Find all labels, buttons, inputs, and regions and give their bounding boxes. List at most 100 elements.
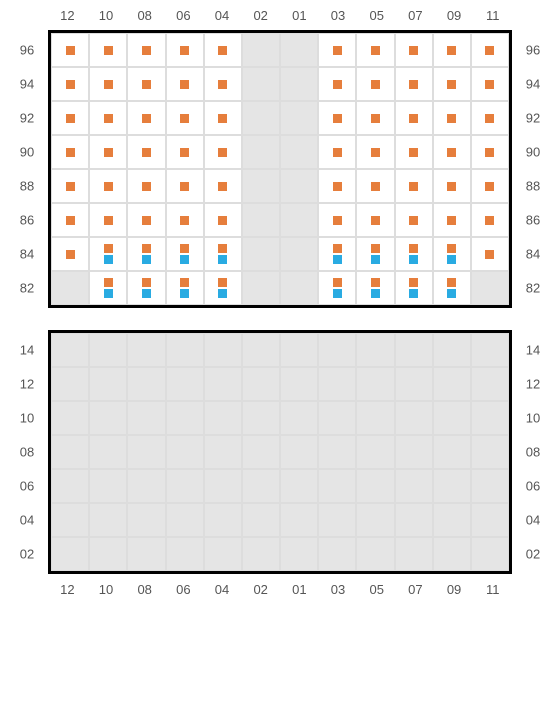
- slot-cell[interactable]: [318, 203, 356, 237]
- slot-cell[interactable]: [166, 203, 204, 237]
- slot-cell[interactable]: [471, 33, 509, 67]
- slot-cell[interactable]: [280, 537, 318, 571]
- slot-cell[interactable]: [204, 537, 242, 571]
- slot-cell[interactable]: [471, 503, 509, 537]
- slot-cell[interactable]: [51, 135, 89, 169]
- slot-cell[interactable]: [89, 33, 127, 67]
- slot-cell[interactable]: [89, 237, 127, 271]
- slot-cell[interactable]: [166, 237, 204, 271]
- slot-cell[interactable]: [471, 101, 509, 135]
- slot-cell[interactable]: [242, 135, 280, 169]
- slot-cell[interactable]: [433, 503, 471, 537]
- slot-cell[interactable]: [204, 203, 242, 237]
- slot-cell[interactable]: [471, 537, 509, 571]
- slot-cell[interactable]: [356, 135, 394, 169]
- slot-cell[interactable]: [242, 67, 280, 101]
- slot-cell[interactable]: [127, 67, 165, 101]
- slot-cell[interactable]: [127, 271, 165, 305]
- slot-cell[interactable]: [433, 537, 471, 571]
- slot-cell[interactable]: [471, 237, 509, 271]
- slot-cell[interactable]: [166, 271, 204, 305]
- slot-cell[interactable]: [318, 367, 356, 401]
- slot-cell[interactable]: [51, 169, 89, 203]
- slot-cell[interactable]: [51, 469, 89, 503]
- slot-cell[interactable]: [471, 67, 509, 101]
- slot-cell[interactable]: [433, 237, 471, 271]
- slot-cell[interactable]: [356, 237, 394, 271]
- slot-cell[interactable]: [127, 401, 165, 435]
- slot-cell[interactable]: [318, 333, 356, 367]
- slot-cell[interactable]: [127, 33, 165, 67]
- slot-cell[interactable]: [356, 67, 394, 101]
- slot-cell[interactable]: [89, 203, 127, 237]
- slot-cell[interactable]: [166, 367, 204, 401]
- slot-cell[interactable]: [433, 333, 471, 367]
- slot-cell[interactable]: [395, 271, 433, 305]
- slot-cell[interactable]: [89, 469, 127, 503]
- slot-cell[interactable]: [356, 333, 394, 367]
- slot-cell[interactable]: [242, 469, 280, 503]
- slot-cell[interactable]: [166, 401, 204, 435]
- slot-cell[interactable]: [204, 33, 242, 67]
- slot-cell[interactable]: [356, 503, 394, 537]
- slot-cell[interactable]: [242, 33, 280, 67]
- slot-cell[interactable]: [318, 135, 356, 169]
- slot-cell[interactable]: [242, 203, 280, 237]
- slot-cell[interactable]: [395, 33, 433, 67]
- slot-cell[interactable]: [433, 203, 471, 237]
- slot-cell[interactable]: [395, 67, 433, 101]
- slot-cell[interactable]: [242, 333, 280, 367]
- slot-cell[interactable]: [204, 169, 242, 203]
- slot-cell[interactable]: [471, 135, 509, 169]
- slot-cell[interactable]: [280, 503, 318, 537]
- slot-cell[interactable]: [127, 469, 165, 503]
- slot-cell[interactable]: [280, 469, 318, 503]
- slot-cell[interactable]: [166, 169, 204, 203]
- slot-cell[interactable]: [204, 237, 242, 271]
- slot-cell[interactable]: [127, 101, 165, 135]
- slot-cell[interactable]: [127, 333, 165, 367]
- slot-cell[interactable]: [318, 469, 356, 503]
- slot-cell[interactable]: [51, 33, 89, 67]
- slot-cell[interactable]: [471, 169, 509, 203]
- slot-cell[interactable]: [127, 203, 165, 237]
- slot-cell[interactable]: [395, 401, 433, 435]
- slot-cell[interactable]: [318, 503, 356, 537]
- slot-cell[interactable]: [51, 333, 89, 367]
- slot-cell[interactable]: [166, 67, 204, 101]
- slot-cell[interactable]: [51, 67, 89, 101]
- slot-cell[interactable]: [204, 135, 242, 169]
- slot-cell[interactable]: [89, 537, 127, 571]
- slot-cell[interactable]: [280, 67, 318, 101]
- slot-cell[interactable]: [89, 169, 127, 203]
- slot-cell[interactable]: [242, 271, 280, 305]
- slot-cell[interactable]: [356, 435, 394, 469]
- slot-cell[interactable]: [127, 435, 165, 469]
- slot-cell[interactable]: [356, 203, 394, 237]
- slot-cell[interactable]: [204, 101, 242, 135]
- slot-cell[interactable]: [433, 101, 471, 135]
- slot-cell[interactable]: [127, 169, 165, 203]
- slot-cell[interactable]: [356, 33, 394, 67]
- slot-cell[interactable]: [242, 237, 280, 271]
- slot-cell[interactable]: [242, 101, 280, 135]
- slot-cell[interactable]: [166, 469, 204, 503]
- slot-cell[interactable]: [204, 271, 242, 305]
- slot-cell[interactable]: [204, 469, 242, 503]
- slot-cell[interactable]: [395, 135, 433, 169]
- slot-cell[interactable]: [204, 401, 242, 435]
- slot-cell[interactable]: [89, 135, 127, 169]
- slot-cell[interactable]: [280, 169, 318, 203]
- slot-cell[interactable]: [280, 367, 318, 401]
- slot-cell[interactable]: [127, 135, 165, 169]
- slot-cell[interactable]: [166, 135, 204, 169]
- slot-cell[interactable]: [51, 203, 89, 237]
- slot-cell[interactable]: [51, 401, 89, 435]
- slot-cell[interactable]: [395, 333, 433, 367]
- slot-cell[interactable]: [395, 367, 433, 401]
- slot-cell[interactable]: [471, 435, 509, 469]
- slot-cell[interactable]: [318, 33, 356, 67]
- slot-cell[interactable]: [242, 169, 280, 203]
- slot-cell[interactable]: [356, 367, 394, 401]
- slot-cell[interactable]: [395, 237, 433, 271]
